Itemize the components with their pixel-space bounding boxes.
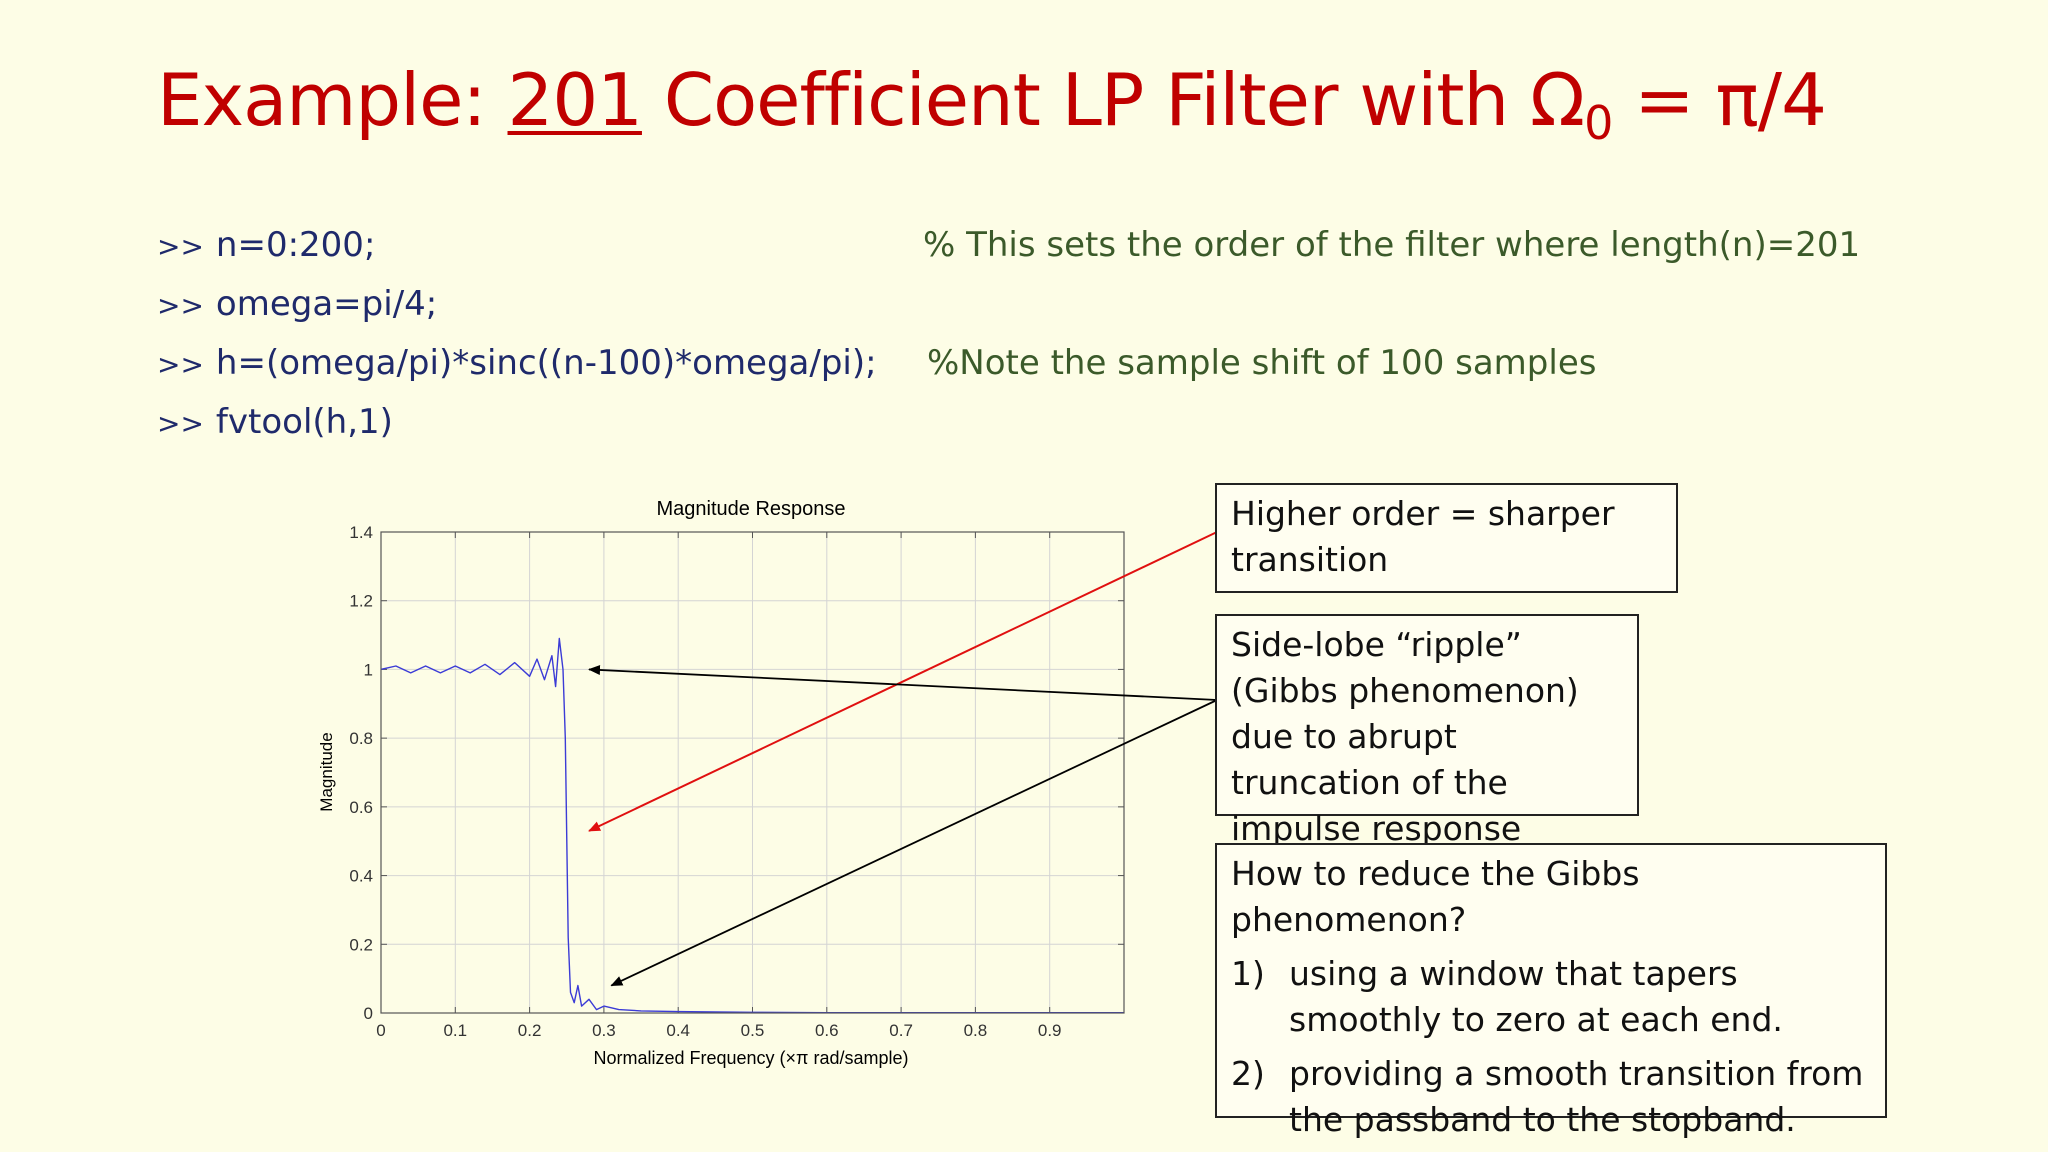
black-arrow-passband	[588, 664, 1218, 701]
title-middle: Coefficient LP Filter with Ω	[641, 58, 1585, 142]
x-tick-label: 0.2	[518, 1021, 542, 1040]
x-tick-label: 0	[376, 1021, 385, 1040]
prompt: >>	[157, 407, 204, 440]
slide-title: Example: 201 Coefficient LP Filter with …	[157, 58, 1827, 150]
grid-layer	[381, 532, 1124, 1013]
chart-title: Magnitude Response	[656, 498, 845, 520]
code-text: h=(omega/pi)*sinc((n-100)*omega/pi);	[215, 343, 877, 383]
magnitude-curve	[380, 637, 1124, 1014]
series-layer	[380, 637, 1124, 1014]
list-item: 1) using a window that tapers smoothly t…	[1231, 951, 1871, 1043]
prompt: >>	[157, 348, 204, 381]
y-tick-label: 1.2	[349, 592, 373, 611]
list-text: providing a smooth transition from the p…	[1289, 1054, 1864, 1139]
annotation-gibbs-ripple: Side-lobe “ripple” (Gibbs phenomenon) du…	[1215, 614, 1639, 848]
y-tick-label: 1	[364, 660, 373, 679]
code-text: omega=pi/4;	[215, 284, 438, 324]
annotation-reduce-gibbs: How to reduce the Gibbs phenomenon? 1) u…	[1215, 843, 1887, 1139]
x-tick-label: 0.4	[666, 1021, 690, 1040]
annotation-higher-order: Higher order = sharper transition	[1215, 483, 1678, 593]
chart-xlabel: Normalized Frequency (×π rad/sample)	[593, 1048, 908, 1068]
arrow-layer	[588, 531, 1218, 987]
title-subscript: 0	[1584, 96, 1613, 150]
x-tick-label: 0.1	[443, 1021, 467, 1040]
tick-layer: 0 0.1 0.2 0.3 0.4 0.5 0.6 0.7 0.8 0.9 0 0.2 0.4 0.6 0.…	[349, 523, 1124, 1040]
prompt: >>	[157, 289, 204, 322]
y-tick-label: 0.4	[349, 867, 373, 886]
title-underlined: 201	[507, 58, 643, 142]
y-tick-label: 0.8	[349, 729, 373, 748]
code-text: n=0:200;	[215, 225, 376, 265]
code-text: fvtool(h,1)	[215, 402, 393, 442]
list-number: 1)	[1231, 954, 1265, 993]
prompt: >>	[157, 230, 204, 263]
code-line-4: >> fvtool(h,1)	[157, 402, 393, 442]
list-text: using a window that tapers smoothly to z…	[1289, 954, 1783, 1039]
list-number: 2)	[1231, 1054, 1265, 1093]
list-item: 2) providing a smooth transition from th…	[1231, 1051, 1871, 1143]
code-comment-1: % This sets the order of the filter wher…	[923, 225, 1861, 265]
black-arrow-stopband	[610, 699, 1218, 987]
x-tick-label: 0.5	[741, 1021, 765, 1040]
y-tick-label: 0.2	[349, 935, 373, 954]
annotation-text: Higher order = sharper transition	[1231, 494, 1615, 579]
code-line-1: >> n=0:200;	[157, 225, 375, 265]
title-prefix: Example:	[157, 58, 508, 142]
code-line-2: >> omega=pi/4;	[157, 284, 437, 324]
annotation-heading: How to reduce the Gibbs phenomenon?	[1231, 854, 1640, 939]
title-suffix: = π/4	[1612, 58, 1827, 142]
x-tick-label: 0.3	[592, 1021, 616, 1040]
x-tick-label: 0.6	[815, 1021, 839, 1040]
y-tick-label: 0.6	[349, 798, 373, 817]
plot-frame	[380, 531, 1125, 1014]
code-line-3: >> h=(omega/pi)*sinc((n-100)*omega/pi);	[157, 343, 877, 383]
y-tick-label: 1.4	[349, 523, 373, 542]
annotation-text: Side-lobe “ripple” (Gibbs phenomenon) du…	[1231, 625, 1579, 848]
red-arrow	[588, 531, 1218, 832]
x-tick-label: 0.7	[889, 1021, 913, 1040]
x-tick-label: 0.8	[964, 1021, 988, 1040]
code-comment-3: %Note the sample shift of 100 samples	[927, 343, 1597, 383]
chart-ylabel: Magnitude	[317, 732, 336, 811]
x-tick-label: 0.9	[1038, 1021, 1062, 1040]
y-tick-label: 0	[364, 1004, 373, 1023]
